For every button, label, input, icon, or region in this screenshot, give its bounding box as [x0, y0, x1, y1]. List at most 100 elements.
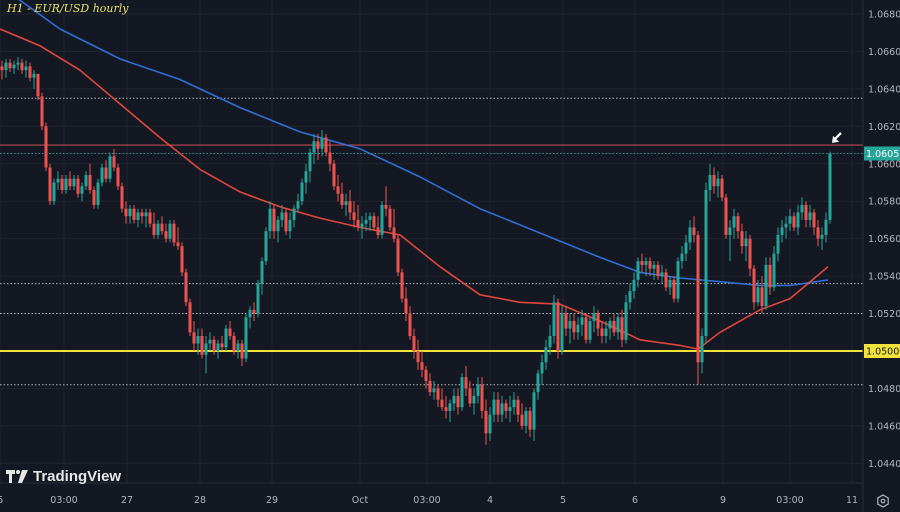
- candle: [472, 395, 476, 404]
- candle: [488, 414, 492, 434]
- candle: [352, 212, 356, 220]
- time-tick-label: 03:00: [776, 495, 803, 506]
- price-tick-label: 1.06000: [868, 159, 900, 170]
- candle: [708, 175, 712, 190]
- candle: [636, 261, 640, 280]
- time-axis[interactable]: 6 03:00 27 28 29 Oct 03:00 4 5 6 9 03:00 11: [0, 495, 858, 506]
- candle: [128, 208, 132, 217]
- candle: [260, 261, 264, 284]
- candle: [168, 223, 172, 239]
- candle: [312, 141, 316, 153]
- candle: [360, 223, 364, 228]
- candle: [520, 414, 524, 426]
- candle: [32, 73, 36, 78]
- candle: [388, 208, 392, 228]
- candle: [72, 178, 76, 187]
- candle: [612, 321, 616, 333]
- candle: [172, 223, 176, 243]
- grid-lines: [0, 0, 863, 483]
- candle: [680, 253, 684, 262]
- candle: [256, 283, 260, 314]
- candle: [652, 264, 656, 269]
- candle: [196, 336, 200, 344]
- candle: [676, 261, 680, 299]
- candle: [480, 384, 484, 411]
- candle: [96, 182, 100, 205]
- candle: [276, 219, 280, 232]
- price-tick-label: 1.06200: [868, 122, 900, 133]
- candle: [672, 279, 676, 299]
- candle: [784, 223, 788, 228]
- price-tick-label: 1.05600: [868, 234, 900, 245]
- candle: [140, 212, 144, 217]
- annotations: [832, 132, 842, 143]
- candle: [372, 216, 376, 228]
- time-tick-label: 03:00: [50, 495, 77, 506]
- candle: [716, 178, 720, 187]
- candle: [484, 410, 488, 434]
- settings-icon[interactable]: [876, 494, 890, 508]
- candle: [188, 302, 192, 333]
- last-price-badge: [864, 146, 900, 161]
- candle: [288, 219, 292, 232]
- candle: [692, 227, 696, 235]
- candle: [112, 156, 116, 168]
- candle: [44, 126, 48, 168]
- candle: [324, 137, 328, 153]
- candle: [40, 96, 44, 127]
- candle: [208, 339, 212, 344]
- time-tick-label: Oct: [352, 495, 369, 506]
- support-price-badge-text: 1.05000: [866, 346, 900, 357]
- candle: [576, 324, 580, 333]
- candle: [76, 178, 80, 194]
- candle: [244, 317, 248, 359]
- candle: [828, 153, 832, 220]
- candle: [12, 64, 16, 69]
- candle: [732, 216, 736, 228]
- candle: [236, 343, 240, 351]
- candle: [416, 350, 420, 363]
- candle: [800, 204, 804, 213]
- candle: [776, 234, 780, 254]
- price-tick-label: 1.05200: [868, 309, 900, 320]
- candle: [548, 336, 552, 348]
- candle: [200, 336, 204, 355]
- candle: [604, 328, 608, 337]
- candle: [396, 238, 400, 273]
- candle: [332, 163, 336, 187]
- candle: [816, 227, 820, 239]
- candle: [476, 384, 480, 396]
- candle: [92, 189, 96, 205]
- candle: [8, 62, 12, 69]
- candle: [656, 264, 660, 277]
- candle: [780, 227, 784, 235]
- candle: [552, 302, 556, 337]
- candle: [60, 178, 64, 190]
- candle: [544, 347, 548, 363]
- candle: [308, 152, 312, 172]
- candle: [340, 193, 344, 205]
- candle: [668, 279, 672, 288]
- candle: [820, 234, 824, 239]
- candle: [436, 388, 440, 400]
- candle: [616, 317, 620, 333]
- candle: [176, 242, 180, 247]
- time-tick-label: 4: [487, 495, 493, 506]
- candle: [440, 399, 444, 408]
- tradingview-logo: TradingView: [6, 468, 121, 485]
- candle: [620, 317, 624, 340]
- candle: [272, 208, 276, 232]
- candle: [448, 403, 452, 411]
- candle: [664, 272, 668, 288]
- candle: [328, 152, 332, 164]
- moving-averages: [0, 0, 829, 350]
- candle: [36, 73, 40, 97]
- candle: [56, 178, 60, 183]
- candle: [540, 362, 544, 374]
- candle: [368, 216, 372, 220]
- candle: [772, 253, 776, 288]
- price-badges: 1.06055 1.05000: [864, 146, 900, 358]
- price-tick-label: 1.06400: [868, 84, 900, 95]
